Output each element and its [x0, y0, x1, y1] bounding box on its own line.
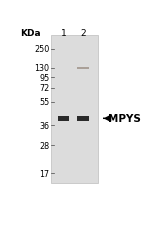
Text: 95: 95 [39, 74, 50, 83]
Text: 250: 250 [34, 45, 50, 54]
Text: KDa: KDa [20, 29, 41, 38]
Bar [58, 117, 69, 121]
Text: 17: 17 [39, 169, 50, 178]
Text: 130: 130 [34, 64, 50, 73]
Text: 72: 72 [39, 84, 50, 93]
Bar [77, 117, 89, 121]
Text: MPYS: MPYS [108, 114, 141, 124]
Bar [77, 68, 89, 70]
Text: 28: 28 [39, 141, 50, 150]
Bar [51, 36, 98, 183]
Text: 55: 55 [39, 98, 50, 107]
Text: 36: 36 [40, 121, 50, 130]
Text: 2: 2 [80, 29, 86, 38]
Text: 1: 1 [61, 29, 66, 38]
